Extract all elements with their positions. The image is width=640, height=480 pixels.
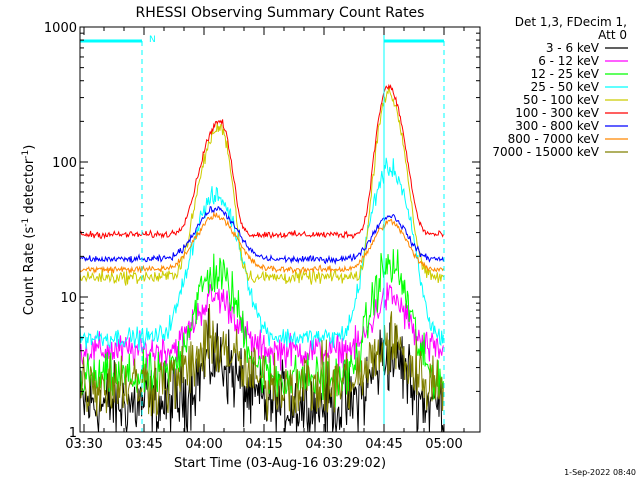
series-line-4 xyxy=(79,157,444,351)
y-tick-label: 1 xyxy=(69,426,77,441)
legend-entry-label: 12 - 25 keV xyxy=(531,67,600,81)
x-tick-label: 04:15 xyxy=(245,437,282,452)
legend-entry-label: 100 - 300 keV xyxy=(515,106,599,120)
x-tick-label: 04:45 xyxy=(365,437,402,452)
series-line-6 xyxy=(79,83,444,240)
plot-frame xyxy=(79,26,481,433)
series-line-5 xyxy=(79,86,444,286)
series-line-8 xyxy=(79,211,444,275)
axis-ticks: 03:30 03:45 04:00 04:15 04:30 04:45 05:00 1 10 10… xyxy=(44,21,480,452)
chart-title: RHESSI Observing Summary Count Rates xyxy=(136,5,425,21)
x-tick-label: 04:00 xyxy=(185,437,222,452)
date-stamp: 1-Sep-2022 08:40 xyxy=(564,468,636,477)
x-tick-label: 04:30 xyxy=(305,437,342,452)
x-tick-label: 03:45 xyxy=(125,437,162,452)
y-tick-label: 1000 xyxy=(44,21,77,36)
plot-lines xyxy=(79,83,444,433)
y-tick-label: 100 xyxy=(52,156,77,171)
night-markers xyxy=(80,30,445,432)
legend-entry-label: 3 - 6 keV xyxy=(546,41,600,55)
legend-header-1: Det 1,3, FDecim 1, xyxy=(515,15,627,29)
legend-entry-label: 800 - 7000 keV xyxy=(508,132,600,146)
series-line-9 xyxy=(79,303,444,421)
series-line-7 xyxy=(79,205,444,266)
night-label: N xyxy=(149,35,156,45)
legend-entry-label: 300 - 800 keV xyxy=(515,119,599,133)
legend-entry-label: 25 - 50 keV xyxy=(531,80,600,94)
y-axis-label: Count Rate (s-1 detector-1) xyxy=(21,145,37,316)
legend-entry-label: 7000 - 15000 keV xyxy=(492,145,599,159)
legend-entry-label: 6 - 12 keV xyxy=(538,54,600,68)
legend-entry-label: 50 - 100 keV xyxy=(523,93,600,107)
x-axis-label: Start Time (03-Aug-16 03:29:02) xyxy=(174,456,386,471)
x-tick-label: 03:30 xyxy=(65,437,102,452)
y-tick-label: 10 xyxy=(60,291,77,306)
x-tick-label: 05:00 xyxy=(425,437,462,452)
series-line-3 xyxy=(79,249,444,408)
legend-header-2: Att 0 xyxy=(598,28,627,42)
